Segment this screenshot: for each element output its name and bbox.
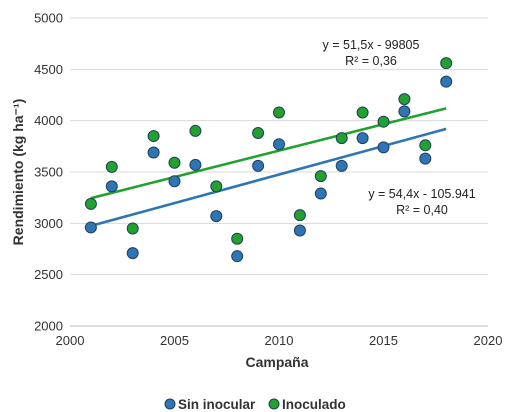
point-inoculado-2018 bbox=[440, 57, 453, 70]
x-tick-2000: 2000 bbox=[56, 333, 85, 348]
trendline-inoculado bbox=[90, 107, 447, 200]
point-sin-inocular-2010 bbox=[273, 138, 285, 151]
point-inoculado-2003 bbox=[126, 222, 139, 235]
r2-sin-inocular: R² = 0,40 bbox=[396, 203, 448, 217]
point-sin-inocular-2018 bbox=[440, 75, 453, 88]
point-inoculado-2016 bbox=[398, 93, 411, 106]
x-tick-2010: 2010 bbox=[265, 333, 294, 348]
y-tick-4000: 4000 bbox=[34, 113, 63, 128]
x-tick-2005: 2005 bbox=[160, 333, 189, 348]
point-sin-inocular-2009 bbox=[252, 159, 265, 172]
point-inoculado-2010 bbox=[273, 106, 285, 119]
legend-label-inoculado: Inoculado bbox=[282, 397, 346, 412]
y-tick-5000: 5000 bbox=[34, 11, 63, 26]
gridlines bbox=[70, 17, 488, 327]
point-sin-inocular-2012 bbox=[314, 187, 327, 200]
point-sin-inocular-2017 bbox=[419, 152, 432, 165]
x-tick-labels: 2000 2005 2010 2015 2020 bbox=[56, 333, 503, 348]
legend-label-sin-inocular: Sin inocular bbox=[178, 397, 256, 412]
point-inoculado-2004 bbox=[147, 130, 160, 143]
point-sin-inocular-2008 bbox=[231, 250, 244, 263]
point-sin-inocular-2011 bbox=[293, 224, 306, 237]
y-axis-title: Rendimiento (kg ha⁻¹) bbox=[10, 99, 26, 246]
point-inoculado-2017 bbox=[419, 139, 432, 152]
y-tick-labels: 2000 2500 3000 3500 4000 4500 5000 bbox=[34, 11, 63, 334]
y-tick-2500: 2500 bbox=[34, 267, 63, 282]
point-inoculado-2006 bbox=[189, 124, 202, 137]
point-inoculado-2002 bbox=[105, 160, 118, 173]
point-inoculado-2014 bbox=[356, 106, 369, 119]
equation-inoculado: y = 51,5x - 99805 bbox=[323, 38, 420, 52]
r2-inoculado: R² = 0,36 bbox=[345, 54, 397, 68]
equation-sin-inocular: y = 54,4x - 105.941 bbox=[368, 187, 475, 201]
point-inoculado-2013 bbox=[335, 132, 348, 145]
point-sin-inocular-2004 bbox=[147, 146, 160, 159]
trendlines bbox=[90, 107, 447, 228]
legend-marker-inoculado bbox=[268, 398, 280, 410]
point-sin-inocular-2013 bbox=[335, 159, 348, 172]
legend: Sin inocular Inoculado bbox=[164, 397, 346, 412]
point-sin-inocular-2005 bbox=[168, 175, 181, 188]
point-inoculado-2009 bbox=[252, 126, 265, 139]
x-axis-title: Campaña bbox=[245, 354, 308, 370]
point-inoculado-2011 bbox=[293, 209, 306, 222]
point-sin-inocular-2015 bbox=[377, 141, 390, 154]
y-tick-3000: 3000 bbox=[34, 216, 63, 231]
point-sin-inocular-2003 bbox=[126, 247, 139, 260]
point-inoculado-2001 bbox=[84, 197, 97, 210]
x-tick-2015: 2015 bbox=[369, 333, 398, 348]
point-inoculado-2015 bbox=[377, 115, 390, 128]
point-sin-inocular-2002 bbox=[105, 180, 118, 193]
point-sin-inocular-2014 bbox=[356, 132, 369, 145]
point-sin-inocular-2001 bbox=[84, 221, 97, 234]
point-inoculado-2012 bbox=[314, 170, 327, 183]
point-sin-inocular-2016 bbox=[398, 105, 411, 118]
trendline-sin-inocular bbox=[90, 127, 447, 228]
point-sin-inocular-2006 bbox=[189, 158, 202, 171]
point-sin-inocular-2007 bbox=[210, 210, 223, 223]
data-points bbox=[84, 57, 453, 263]
point-inoculado-2008 bbox=[231, 232, 244, 245]
point-inoculado-2005 bbox=[168, 156, 181, 169]
y-tick-2000: 2000 bbox=[34, 319, 63, 334]
y-tick-3500: 3500 bbox=[34, 165, 63, 180]
x-tick-2020: 2020 bbox=[474, 333, 503, 348]
legend-marker-sin-inocular bbox=[164, 398, 176, 410]
y-tick-4500: 4500 bbox=[34, 62, 63, 77]
point-inoculado-2007 bbox=[210, 180, 223, 193]
